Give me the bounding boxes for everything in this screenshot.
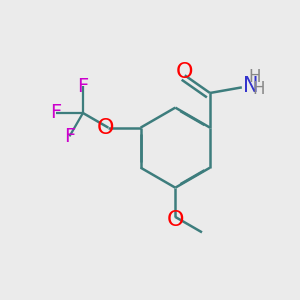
Text: F: F bbox=[50, 103, 62, 122]
Text: F: F bbox=[64, 127, 75, 146]
Text: N: N bbox=[243, 76, 259, 96]
Text: O: O bbox=[176, 62, 194, 82]
Text: H: H bbox=[253, 80, 265, 98]
Text: O: O bbox=[167, 210, 184, 230]
Text: H: H bbox=[248, 68, 260, 85]
Text: O: O bbox=[97, 118, 114, 138]
Text: F: F bbox=[77, 76, 88, 95]
